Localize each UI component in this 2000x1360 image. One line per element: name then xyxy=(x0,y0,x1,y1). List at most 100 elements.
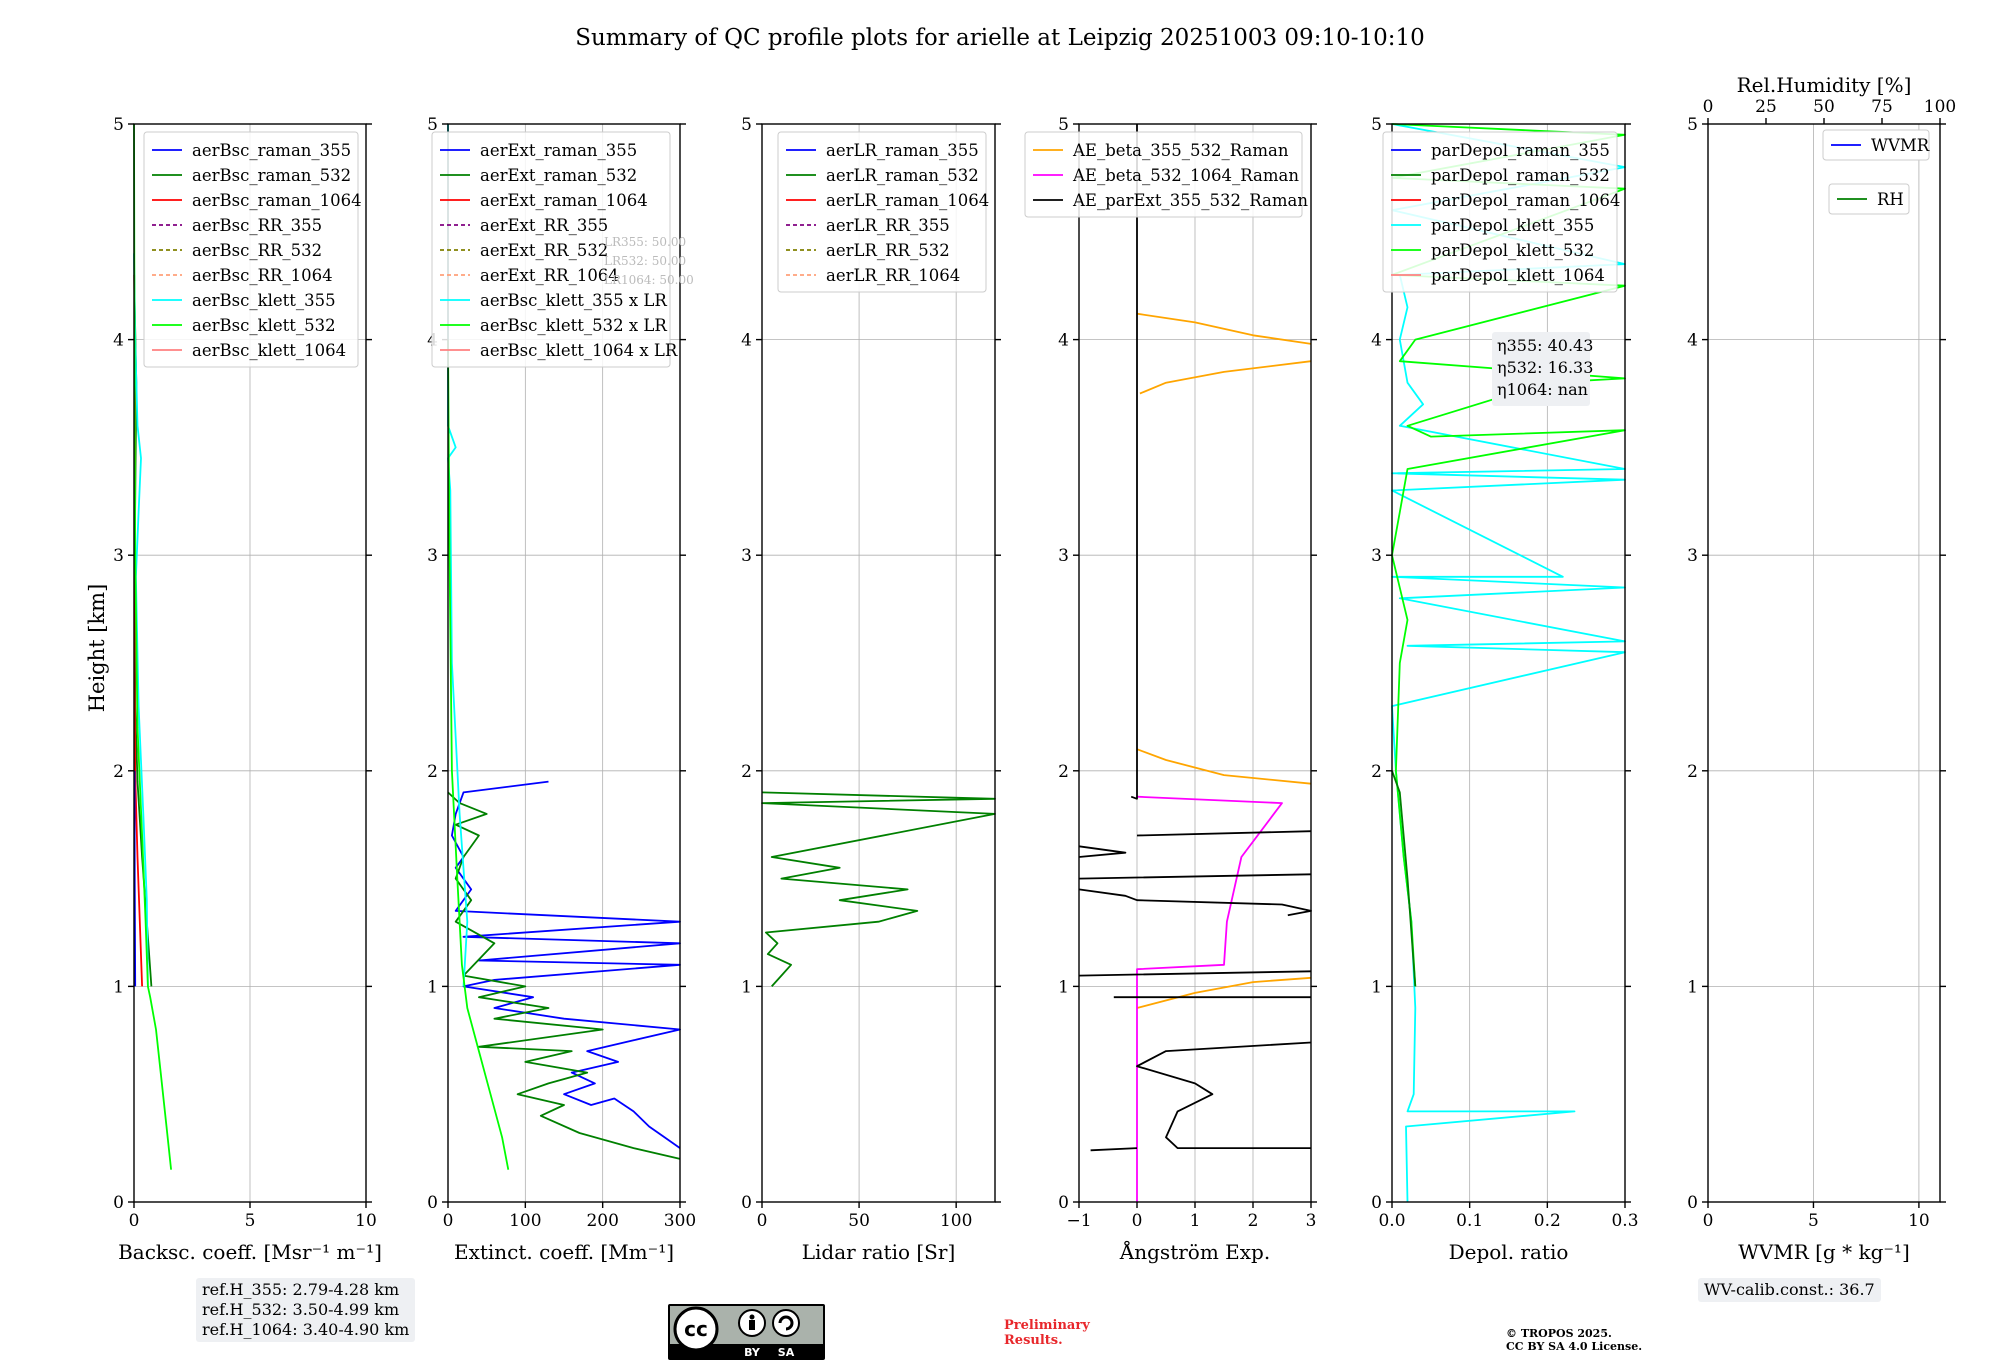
axes-frame xyxy=(1707,123,1941,1203)
legend-label: aerExt_raman_355 xyxy=(480,141,637,160)
legend-box xyxy=(1822,129,1930,161)
y-tick-label: 4 xyxy=(1687,331,1698,351)
x2-tick-label: 0 xyxy=(1703,97,1714,117)
x-tick-label: 100 xyxy=(940,1211,972,1231)
copyright-note: © TROPOS 2025. CC BY SA 4.0 License. xyxy=(1506,1327,1642,1353)
y-tick-label: 0 xyxy=(1371,1193,1382,1213)
y-tick-label: 1 xyxy=(1058,977,1069,997)
legend: AE_beta_355_532_Raman AE_beta_532_1064_Ra… xyxy=(1024,131,1308,218)
legend: RH xyxy=(1828,183,1910,215)
legend-label: aerLR_raman_355 xyxy=(826,141,979,160)
legend-label: parDepol_raman_1064 xyxy=(1431,191,1620,210)
y-tick-label: 0 xyxy=(1058,1193,1069,1213)
y-tick-label: 5 xyxy=(741,115,752,135)
y-tick-label: 0 xyxy=(741,1193,752,1213)
legend-label: aerBsc_klett_532 xyxy=(192,316,336,335)
x-tick-label: 100 xyxy=(509,1211,541,1231)
x2-tick-label: 25 xyxy=(1755,97,1777,117)
legend-box xyxy=(777,131,987,293)
panel-ext: 0100200300012345Extinct. coeff. [Mm⁻¹]ae… xyxy=(427,115,696,1264)
legend-label: aerExt_RR_532 xyxy=(480,241,608,260)
legend-label: aerLR_RR_1064 xyxy=(826,266,960,285)
x-tick-label: 0.2 xyxy=(1534,1211,1561,1231)
ref-height-box: ref.H_355: 2.79-4.28 km ref.H_532: 3.50-… xyxy=(196,1278,416,1342)
series-line-aerBsc_klett_532 xyxy=(133,123,172,1170)
preliminary-note: Preliminary Results. xyxy=(1004,1318,1090,1348)
cc-by-sa-logo: cc BY SA xyxy=(668,1304,825,1360)
series-line-AE_parExt_355_532_Raman xyxy=(1078,124,1312,1152)
legend-label: aerBsc_klett_355 xyxy=(192,291,336,310)
eta-annotation: η355: 40.43 η532: 16.33 η1064: nan xyxy=(1492,332,1593,406)
x-tick-label: 10 xyxy=(355,1211,377,1231)
y-tick-label: 4 xyxy=(741,331,752,351)
x2-tick-label: 50 xyxy=(1813,97,1835,117)
legend-label: aerLR_raman_532 xyxy=(826,166,979,185)
figure-title: Summary of QC profile plots for arielle … xyxy=(575,25,1425,51)
ref-height-355: ref.H_355: 2.79-4.28 km xyxy=(202,1280,400,1299)
legend-label: aerBsc_RR_355 xyxy=(192,216,322,235)
legend-label: aerBsc_klett_532 x LR xyxy=(480,316,667,335)
legend-label: aerLR_raman_1064 xyxy=(826,191,989,210)
x-tick-label: 5 xyxy=(1808,1211,1819,1231)
panel-depol: 0.0 0.1 0.2 0.3 0 1 2 3 4 5 Depol. ratio parDepol_r… xyxy=(1371,115,1638,1264)
x-tick-label: −1 xyxy=(1066,1211,1091,1231)
panel-lr: 0 50 100 0 1 2 3 4 5 Lidar ratio [Sr] aerLR_raman_… xyxy=(741,115,1001,1264)
legend-box xyxy=(1828,183,1910,215)
y-tick-label: 1 xyxy=(741,977,752,997)
legend-label: parDepol_raman_532 xyxy=(1431,166,1610,185)
legend-label: RH xyxy=(1877,190,1904,209)
x-tick-label: 300 xyxy=(664,1211,696,1231)
legend-label: aerBsc_klett_1064 xyxy=(192,341,346,360)
legend-box xyxy=(1024,131,1303,218)
y-tick-label: 2 xyxy=(427,762,438,782)
wv-calib-text: WV-calib.const.: 36.7 xyxy=(1704,1280,1875,1299)
x-axis-label: WVMR [g * kg⁻¹] xyxy=(1738,1240,1910,1264)
x-axis-label: Depol. ratio xyxy=(1449,1240,1569,1264)
legend: parDepol_raman_355 parDepol_raman_532 parD… xyxy=(1382,131,1620,293)
x-tick-label: 0 xyxy=(129,1211,140,1231)
y-tick-label: 2 xyxy=(1687,762,1698,782)
y-tick-label: 2 xyxy=(1058,762,1069,782)
y-tick-label: 0 xyxy=(1687,1193,1698,1213)
legend-label: parDepol_klett_1064 xyxy=(1431,266,1605,285)
series-line-parDepol_raman_532 xyxy=(1391,770,1417,987)
lidar-ratio-annotation: LR532: 50.00 xyxy=(604,254,686,268)
x-tick-label: 0 xyxy=(757,1211,768,1231)
x-tick-label: 1 xyxy=(1190,1211,1201,1231)
series-line-AE_beta_355_532_Raman xyxy=(1136,312,1312,1009)
y-tick-label: 1 xyxy=(1371,977,1382,997)
series-line-aerLR_raman_532 xyxy=(761,791,996,988)
x-tick-label: 0 xyxy=(443,1211,454,1231)
eta-box xyxy=(1492,332,1590,406)
x-tick-label: 0.3 xyxy=(1611,1211,1638,1231)
series-line-aerExt_raman_355 xyxy=(451,780,681,1149)
y-axis-label: Height [km] xyxy=(85,584,109,713)
ref-height-532: ref.H_532: 3.50-4.99 km xyxy=(202,1300,400,1319)
axes-frame xyxy=(447,123,681,1203)
y-tick-label: 3 xyxy=(1058,546,1069,566)
y-tick-label: 4 xyxy=(1058,331,1069,351)
legend-label: AE_beta_355_532_Raman xyxy=(1072,141,1289,160)
legend-box xyxy=(143,131,359,368)
y-tick-label: 2 xyxy=(741,762,752,782)
x-tick-label: 2 xyxy=(1248,1211,1259,1231)
legend-label: aerBsc_raman_532 xyxy=(192,166,351,185)
legend: aerExt_raman_355 aerExt_raman_532 aerExt_r… xyxy=(431,131,678,368)
copyright-line-2: CC BY SA 4.0 License. xyxy=(1506,1340,1643,1353)
legend-label: AE_beta_532_1064_Raman xyxy=(1072,166,1299,185)
legend-label: aerBsc_raman_355 xyxy=(192,141,351,160)
legend-label: aerBsc_raman_1064 xyxy=(192,191,362,210)
x-axis-label: Lidar ratio [Sr] xyxy=(802,1240,956,1264)
legend-label: AE_parExt_355_532_Raman xyxy=(1072,191,1308,210)
preliminary-line-2: Results. xyxy=(1004,1333,1063,1348)
y-tick-label: 3 xyxy=(427,546,438,566)
legend-label: aerLR_RR_355 xyxy=(826,216,950,235)
y-tick-label: 5 xyxy=(1371,115,1382,135)
x-tick-label: 50 xyxy=(848,1211,870,1231)
x-tick-label: 0.1 xyxy=(1456,1211,1483,1231)
y-tick-label: 0 xyxy=(113,1193,124,1213)
wv-calib-box: WV-calib.const.: 36.7 xyxy=(1698,1278,1881,1302)
